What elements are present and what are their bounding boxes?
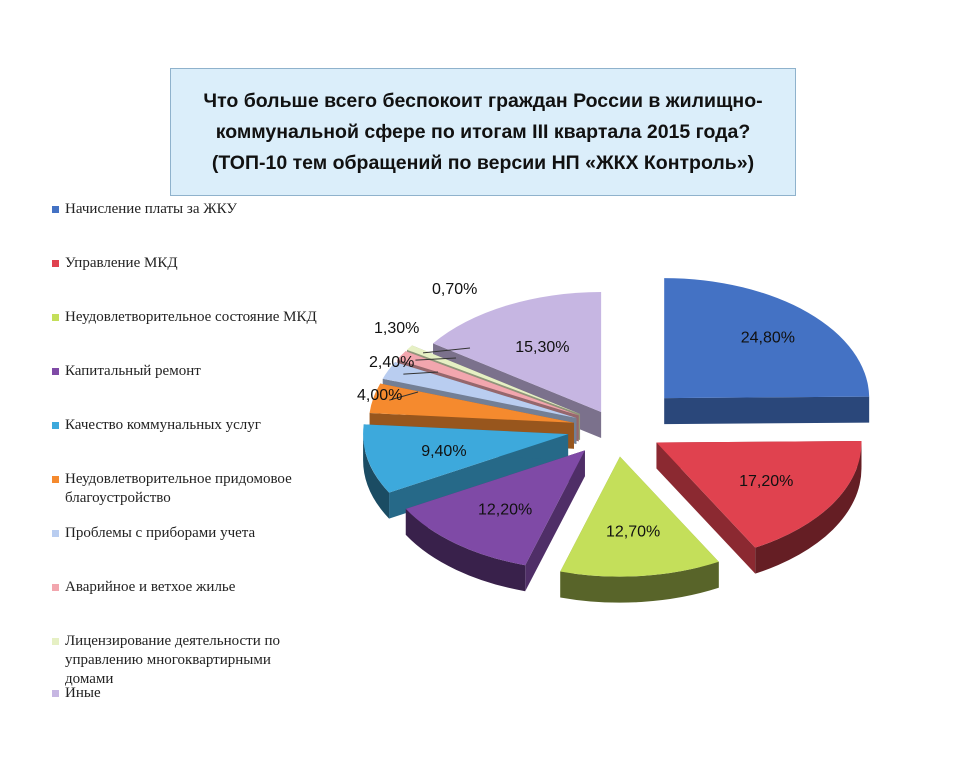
- pie-slice-top: [656, 440, 862, 548]
- pie-data-label: 2,40%: [369, 354, 414, 371]
- pie-data-label: 12,20%: [478, 501, 532, 518]
- pie-slice-top: [397, 351, 579, 416]
- pie-slice-edge: [363, 434, 390, 519]
- legend-item: Иные: [52, 684, 352, 703]
- pie-slice-wall: [664, 396, 870, 425]
- pie-data-label: 4,00%: [357, 387, 402, 404]
- pie-slice: [363, 424, 569, 519]
- pie-slice-top: [560, 456, 719, 577]
- pie-data-label: 12,70%: [606, 524, 660, 541]
- chart-title-box: Что больше всего беспокоит граждан Росси…: [170, 68, 796, 196]
- chart-title-line-1: Что больше всего беспокоит граждан Росси…: [203, 89, 763, 112]
- leader-line: [403, 371, 439, 375]
- pie-slice-wall: [656, 442, 756, 574]
- pie-slice: [405, 450, 585, 592]
- legend-item: Капитальный ремонт: [52, 362, 352, 381]
- pie-slice-edge: [560, 561, 719, 603]
- legend-label: Капитальный ремонт: [65, 363, 201, 379]
- legend-label: Проблемы с приборами учета: [65, 525, 256, 541]
- pie-slice-top: [433, 292, 602, 413]
- pie-slice-top: [406, 345, 581, 415]
- legend-label: Лицензирование деятельности по управлени…: [65, 633, 281, 687]
- legend-item: Начисление платы за ЖКУ: [52, 200, 352, 219]
- legend-swatch: [52, 530, 59, 537]
- chart-title-line-3: (ТОП-10 тем обращений по версии НП «ЖКХ …: [211, 151, 755, 174]
- leader-line: [423, 347, 471, 354]
- pie-slice: [664, 278, 870, 425]
- legend-item: Лицензирование деятельности по управлени…: [52, 632, 302, 689]
- pie-slice-top: [363, 424, 569, 493]
- legend-swatch: [52, 314, 59, 321]
- pie-data-label: 15,30%: [515, 339, 569, 356]
- pie-slice: [560, 456, 719, 603]
- legend-swatch: [52, 206, 59, 213]
- legend-swatch: [52, 690, 59, 697]
- leader-line: [389, 391, 419, 401]
- pie-slice-top: [382, 362, 577, 418]
- legend-swatch: [52, 476, 59, 483]
- legend-label: Начисление платы за ЖКУ: [65, 201, 237, 217]
- pie-slice-wall: [525, 450, 585, 592]
- legend-item: Аварийное и ветхое жилье: [52, 578, 352, 597]
- pie-slice-top: [405, 450, 585, 566]
- pie-data-label: 17,20%: [739, 473, 793, 490]
- pie-slice-edge: [755, 442, 862, 574]
- legend-label: Неудовлетворительное состояние МКД: [65, 309, 317, 325]
- legend-item: Проблемы с приборами учета: [52, 524, 352, 543]
- pie-slice: [656, 440, 862, 574]
- pie-data-label: 1,30%: [374, 320, 419, 337]
- pie-data-label: 9,40%: [421, 443, 466, 460]
- pie-data-label: 0,70%: [432, 281, 477, 298]
- legend-label: Управление МКД: [65, 255, 178, 271]
- leader-line: [415, 357, 457, 361]
- legend-item: Неудовлетворительное состояние МКД: [52, 308, 352, 327]
- legend-item: Неудовлетворительное придомовое благоуст…: [52, 470, 322, 508]
- chart-title-line-2: коммунальной сфере по итогам III квартал…: [215, 120, 751, 143]
- pie-data-label: 24,80%: [741, 330, 795, 347]
- pie-slice-top: [664, 278, 870, 399]
- legend-swatch: [52, 584, 59, 591]
- legend-label: Неудовлетворительное придомовое благоуст…: [65, 471, 292, 506]
- legend-swatch: [52, 422, 59, 429]
- pie-slice-edge: [405, 508, 526, 592]
- legend-item: Качество коммунальных услуг: [52, 416, 352, 435]
- legend-item: Управление МКД: [52, 254, 352, 273]
- legend-swatch: [52, 260, 59, 267]
- legend-swatch: [52, 368, 59, 375]
- pie-slice-top: [369, 383, 574, 423]
- legend-swatch: [52, 638, 59, 645]
- legend-label: Аварийное и ветхое жилье: [65, 579, 236, 595]
- legend-label: Качество коммунальных услуг: [65, 417, 261, 433]
- legend-label: Иные: [65, 685, 101, 701]
